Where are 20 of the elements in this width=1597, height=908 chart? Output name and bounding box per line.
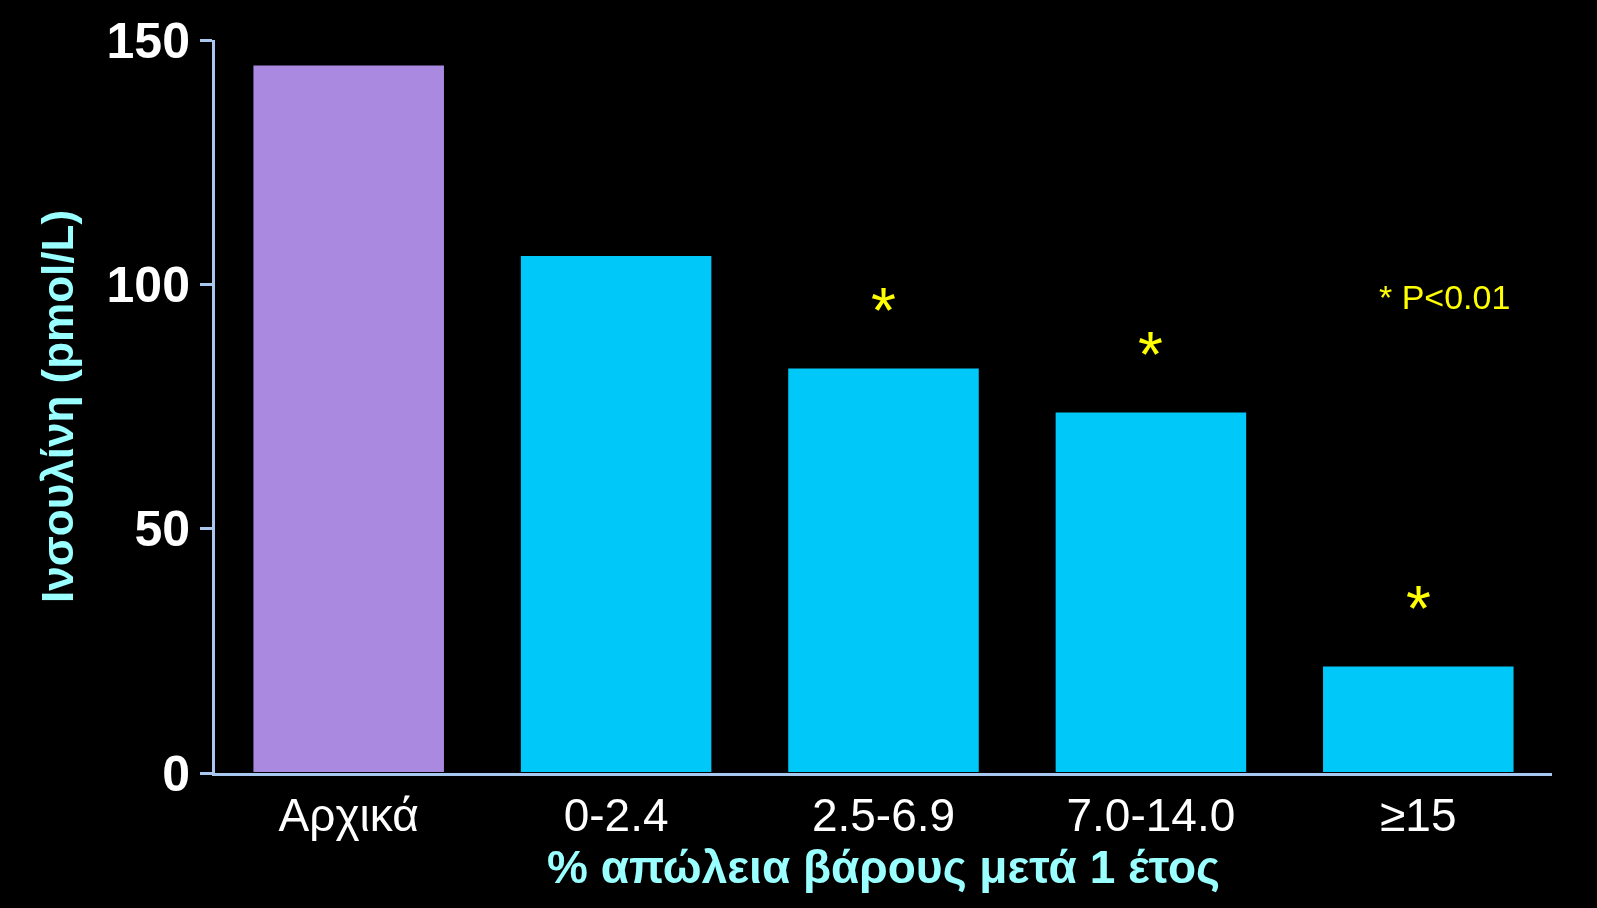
x-axis-title: % απώλεια βάρους μετά 1 έτος [546,841,1221,894]
bar [1053,410,1249,773]
x-tick-label: ≥15 [1380,789,1457,842]
x-tick-label: 2.5-6.9 [811,789,956,842]
y-tick-label: 150 [106,12,190,69]
y-tick-label: 0 [162,745,190,802]
bar [786,366,981,773]
bar [518,254,714,773]
x-tick-label: 7.0-14.0 [1066,789,1236,842]
annotation: * [1138,319,1163,391]
x-tick-label: 0-2.4 [563,789,669,842]
y-tick-label: 50 [134,501,190,558]
y-tick-label: 100 [106,256,190,313]
annotation: * P<0.01 [1379,278,1511,316]
annotation: * [1406,573,1431,645]
y-axis-title: Ινσουλίνη (pmol/L) [32,209,82,604]
annotation: * [871,275,896,347]
bar [251,63,446,773]
bar [1321,664,1516,773]
x-tick-label: Αρχικά [278,789,419,842]
